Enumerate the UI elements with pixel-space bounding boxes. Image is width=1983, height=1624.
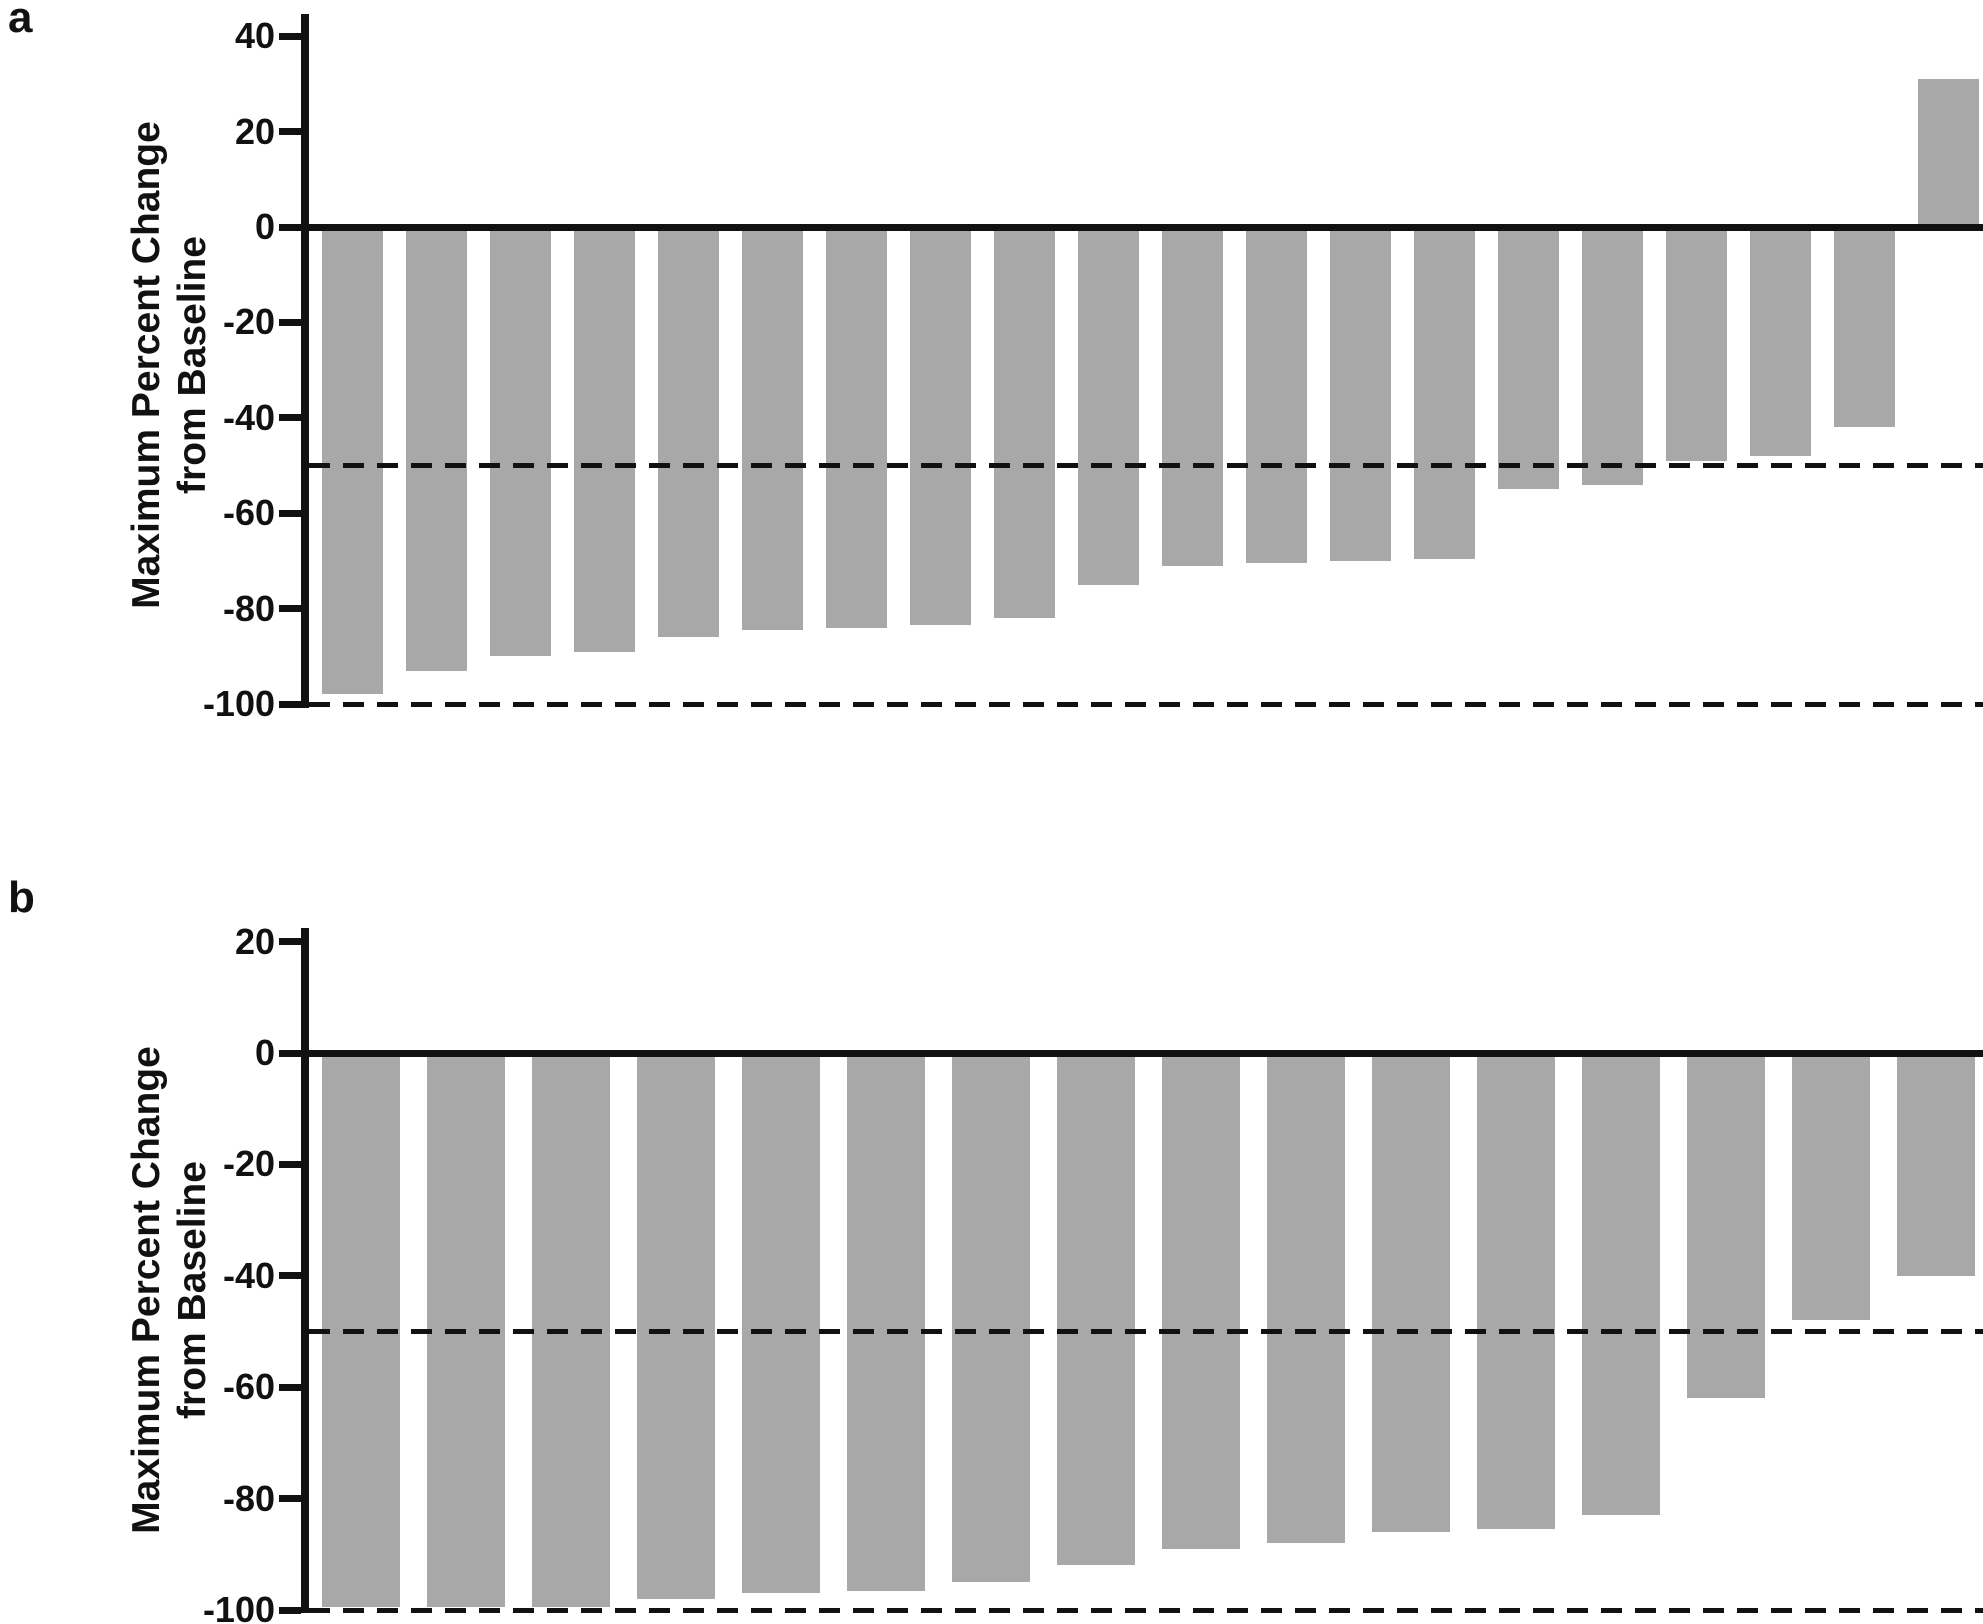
y-axis-title: Maximum Percent Change from Baseline <box>124 65 216 665</box>
y-axis-title: Maximum Percent Change from Baseline <box>124 990 216 1590</box>
bar <box>1834 227 1895 428</box>
y-axis-tick <box>279 223 301 231</box>
bar <box>637 1053 715 1599</box>
bar <box>1666 227 1727 461</box>
bar <box>322 227 383 695</box>
y-axis-tick-label: -20 <box>222 301 275 343</box>
y-axis-tick <box>279 32 301 40</box>
y-axis-tick <box>279 414 301 422</box>
bar <box>847 1053 925 1591</box>
bar <box>1918 79 1979 227</box>
bar <box>658 227 719 638</box>
y-axis-tick-label: 0 <box>254 206 275 247</box>
reference-dashed-line <box>309 463 1983 468</box>
y-axis-tick <box>279 700 301 708</box>
bar <box>1897 1053 1975 1276</box>
bar <box>910 227 971 626</box>
y-axis-tick-label: 0 <box>254 1032 275 1073</box>
bar <box>826 227 887 628</box>
bar <box>1477 1053 1555 1530</box>
y-axis-tick-label: -80 <box>222 1477 275 1519</box>
y-axis-tick <box>279 318 301 326</box>
bar <box>1267 1053 1345 1544</box>
y-axis-tick <box>279 1049 301 1057</box>
bar <box>1162 227 1223 566</box>
y-axis-tick-label: -80 <box>222 587 275 629</box>
bar <box>1498 227 1559 490</box>
reference-dashed-line <box>309 1607 1983 1613</box>
bar <box>952 1053 1030 1583</box>
panel-a-label: a <box>8 0 33 42</box>
bar <box>1078 227 1139 585</box>
bar <box>1582 1053 1660 1516</box>
y-axis-tick <box>279 605 301 613</box>
bar <box>994 227 1055 619</box>
zero-baseline-line <box>301 1049 1983 1057</box>
y-axis-tick-label: -40 <box>222 1254 275 1296</box>
y-axis-title-line: Maximum Percent Change <box>125 121 168 609</box>
bar <box>574 227 635 652</box>
y-axis-tick-label: -40 <box>222 396 275 438</box>
y-axis-tick-label: -20 <box>222 1143 275 1185</box>
bar <box>742 1053 820 1594</box>
bar <box>742 227 803 631</box>
y-axis-tick <box>279 1495 301 1503</box>
bar <box>1582 227 1643 485</box>
y-axis-title-line: from Baseline <box>171 236 214 494</box>
y-axis-title-line: from Baseline <box>171 1161 214 1419</box>
bar <box>1687 1053 1765 1399</box>
reference-dashed-line <box>309 701 1983 707</box>
bar <box>406 227 467 671</box>
y-axis-tick-label: 40 <box>234 15 275 57</box>
bar <box>1372 1053 1450 1533</box>
y-axis-tick-label: 20 <box>234 920 275 962</box>
bar <box>1792 1053 1870 1321</box>
y-axis-line <box>301 14 309 708</box>
y-axis-tick-label: -100 <box>202 1589 275 1624</box>
y-axis-tick <box>279 1272 301 1280</box>
y-axis-tick <box>279 1383 301 1391</box>
bar <box>1162 1053 1240 1549</box>
bar <box>1330 227 1391 561</box>
bar <box>490 227 551 657</box>
y-axis-tick-label: -100 <box>202 683 275 724</box>
y-axis-tick <box>279 938 301 946</box>
panel-b-label: b <box>8 873 35 922</box>
y-axis-tick-label: -60 <box>222 492 275 534</box>
bar <box>1414 227 1475 559</box>
y-axis-tick <box>279 128 301 136</box>
reference-dashed-line <box>309 1329 1983 1334</box>
y-axis-tick <box>279 1606 301 1614</box>
y-axis-tick-label: 20 <box>234 110 275 152</box>
bar <box>1057 1053 1135 1566</box>
bar <box>1246 227 1307 564</box>
y-axis-tick <box>279 1160 301 1168</box>
y-axis-title-line: Maximum Percent Change <box>125 1046 168 1534</box>
y-axis-tick-label: -60 <box>222 1366 275 1408</box>
bar <box>1750 227 1811 456</box>
y-axis-line <box>301 928 309 1613</box>
y-axis-tick <box>279 509 301 517</box>
zero-baseline-line <box>301 223 1983 231</box>
